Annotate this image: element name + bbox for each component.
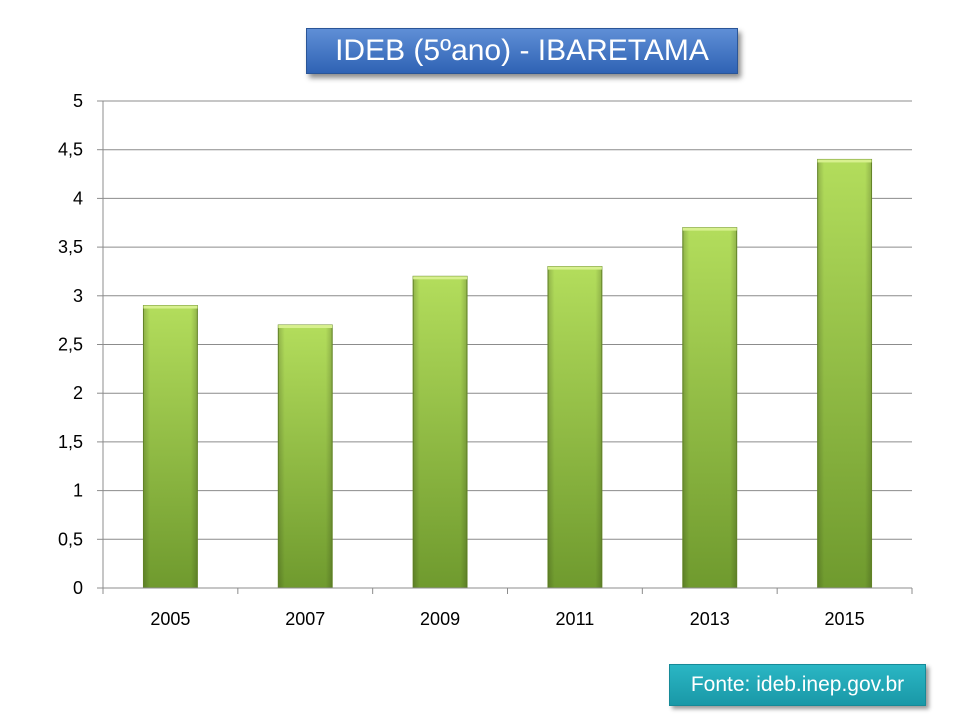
- bar: [682, 227, 738, 589]
- x-tick-label: 2011: [556, 609, 595, 629]
- x-tick-label: 2009: [420, 609, 460, 629]
- bar: [277, 324, 333, 589]
- bar: [412, 275, 468, 589]
- x-axis-tick-labels: 2005 2007 2009 2011 2013 2015: [150, 609, 864, 629]
- y-axis-tick-labels: 0 0,5 1 1,5 2 2,5 3 3,5 4 4,5 5: [58, 91, 83, 598]
- bar-shade: [547, 266, 602, 588]
- y-tick-label: 0: [73, 578, 83, 598]
- bar-shade: [817, 159, 872, 588]
- bar-shade: [278, 325, 333, 588]
- bar-top-highlight: [817, 159, 872, 163]
- bars: [142, 158, 873, 589]
- y-tick-label: 3,5: [58, 237, 83, 257]
- y-tick-label: 2,5: [58, 335, 83, 355]
- bar-top-highlight: [413, 276, 468, 280]
- y-tick-label: 5: [73, 91, 83, 111]
- y-tick-label: 3: [73, 286, 83, 306]
- bar-shade: [413, 276, 468, 588]
- y-tick-label: 4,5: [58, 140, 83, 160]
- y-tick-label: 1,5: [58, 432, 83, 452]
- bar-top-highlight: [143, 305, 198, 309]
- y-tick-label: 4: [73, 188, 83, 208]
- bar-top-highlight: [547, 266, 602, 270]
- bar-shade: [143, 305, 198, 588]
- x-tick-label: 2005: [150, 609, 190, 629]
- y-tick-label: 2: [73, 383, 83, 403]
- bar: [142, 305, 198, 589]
- axes: [97, 100, 913, 594]
- bar-top-highlight: [682, 227, 737, 231]
- chart-title: IDEB (5ºano) - IBARETAMA: [306, 28, 738, 74]
- x-tick-label: 2015: [825, 609, 865, 629]
- bar-chart: 00,511,522,533,544,55 2005 2007 2009 2011 20…: [58, 91, 913, 629]
- y-tick-label: 0,5: [58, 529, 83, 549]
- gridlines: [103, 100, 912, 540]
- bar-shade: [682, 227, 737, 588]
- bar: [547, 266, 603, 589]
- x-tick-label: 2007: [285, 609, 325, 629]
- bar-top-highlight: [278, 325, 333, 329]
- bar: [817, 158, 873, 589]
- source-label: Fonte: ideb.inep.gov.br: [669, 664, 926, 706]
- y-tick-label: 1: [73, 481, 83, 501]
- x-tick-label: 2013: [690, 609, 730, 629]
